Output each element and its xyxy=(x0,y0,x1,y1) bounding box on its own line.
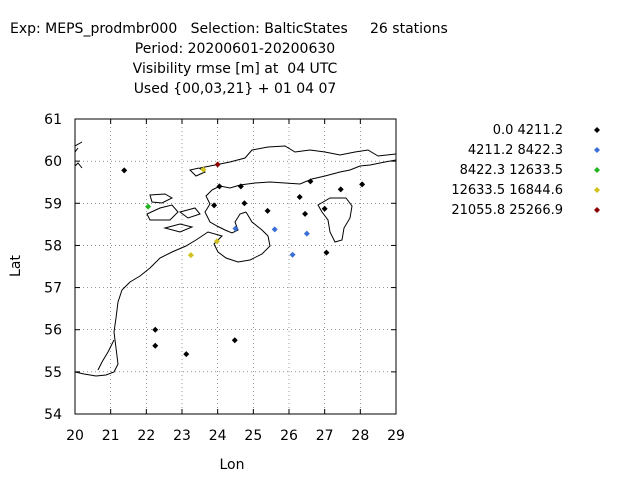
legend-label: 8422.3 12633.5 xyxy=(460,163,563,178)
legend-label: 0.0 4211.2 xyxy=(493,123,563,138)
x-tick-label: 29 xyxy=(387,428,405,444)
station-point xyxy=(307,178,314,185)
station-point xyxy=(241,200,248,207)
x-axis-label: Lon xyxy=(220,457,245,473)
station-point xyxy=(231,337,238,344)
experiment-title: Exp: MEPS_prodmbr000 Selection: BalticSt… xyxy=(10,21,448,37)
plot-frame xyxy=(74,118,397,415)
station-point xyxy=(211,202,218,209)
x-tick-label: 28 xyxy=(351,428,369,444)
x-tick-label: 27 xyxy=(316,428,334,444)
y-axis-label: Lat xyxy=(8,255,24,277)
station-point xyxy=(232,225,239,232)
x-tick-label: 21 xyxy=(102,428,120,444)
station-point xyxy=(237,183,244,190)
station-points xyxy=(121,161,366,358)
station-point xyxy=(152,342,159,349)
station-point xyxy=(303,230,310,237)
legend-label: 4211.2 8422.3 xyxy=(468,143,563,158)
station-point xyxy=(271,226,278,233)
station-point xyxy=(359,181,366,188)
axis-tick-labels: 20 21 22 23 24 25 26 27 28 29 54 55 56 57 58 59 60 61 xyxy=(44,112,405,444)
y-tick-label: 58 xyxy=(44,238,62,254)
station-point xyxy=(296,193,303,200)
legend-marker xyxy=(594,207,600,213)
station-point xyxy=(187,252,194,259)
grid-lines xyxy=(75,119,396,414)
x-tick-label: 24 xyxy=(209,428,227,444)
legend-label: 12633.5 16844.6 xyxy=(451,183,563,198)
station-point xyxy=(321,205,328,212)
station-point xyxy=(337,186,344,193)
station-point xyxy=(200,166,207,173)
legend-marker xyxy=(594,167,600,173)
station-point xyxy=(323,249,330,256)
legend: 0.0 4211.2 4211.2 8422.3 8422.3 12633.5 126… xyxy=(451,123,600,218)
y-tick-label: 57 xyxy=(44,281,62,297)
station-point xyxy=(214,161,221,168)
station-point xyxy=(213,238,220,245)
legend-label: 21055.8 25266.9 xyxy=(451,203,563,218)
station-point xyxy=(302,210,309,217)
legend-marker xyxy=(594,187,600,193)
station-point xyxy=(152,326,159,333)
station-point xyxy=(145,203,152,210)
station-point xyxy=(289,251,296,258)
period-title: Period: 20200601-20200630 xyxy=(134,41,336,57)
y-tick-label: 54 xyxy=(44,407,62,423)
y-tick-label: 55 xyxy=(44,365,62,381)
station-point xyxy=(121,167,128,174)
x-tick-label: 23 xyxy=(173,428,191,444)
x-tick-label: 25 xyxy=(244,428,262,444)
station-point xyxy=(183,351,190,358)
legend-marker xyxy=(594,147,600,153)
x-tick-label: 22 xyxy=(137,428,155,444)
y-tick-label: 60 xyxy=(44,154,62,170)
y-tick-label: 59 xyxy=(44,196,62,212)
legend-marker xyxy=(594,127,600,133)
y-tick-label: 61 xyxy=(44,112,62,128)
x-tick-label: 20 xyxy=(66,428,84,444)
x-tick-label: 26 xyxy=(280,428,298,444)
variable-title: Visibility rmse [m] at 04 UTC xyxy=(132,61,338,77)
used-hours-title: Used {00,03,21} + 01 04 07 xyxy=(133,81,337,97)
station-point xyxy=(216,183,223,190)
y-tick-label: 56 xyxy=(44,323,62,339)
axis-ticks xyxy=(74,118,397,415)
station-point xyxy=(264,207,271,214)
